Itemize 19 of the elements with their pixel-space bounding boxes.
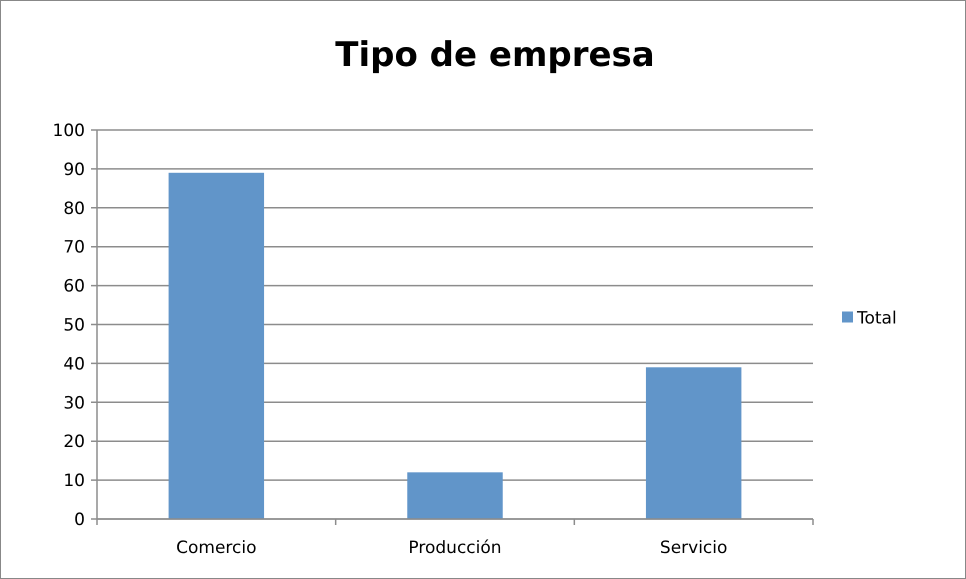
y-tick-label: 100 [52, 120, 85, 141]
y-tick-label: 30 [63, 393, 85, 414]
y-tick-label: 80 [63, 198, 85, 219]
x-tick-label: Comercio [176, 538, 257, 558]
y-tick-label: 0 [74, 510, 85, 530]
x-tick-label: Servicio [660, 538, 728, 558]
x-tick-label: Producción [408, 538, 502, 558]
y-tick-label: 70 [63, 238, 85, 258]
bar [646, 367, 742, 519]
bar [407, 472, 503, 519]
y-tick-label: 50 [63, 315, 85, 336]
legend-label: Total [856, 308, 897, 328]
y-tick-label: 20 [63, 432, 85, 452]
chart-title: Tipo de empresa [335, 35, 655, 75]
y-tick-label: 40 [63, 354, 85, 374]
bar [168, 172, 264, 519]
y-tick-label: 10 [63, 471, 85, 492]
y-tick-label: 90 [63, 160, 85, 180]
y-tick-label: 60 [63, 276, 85, 297]
